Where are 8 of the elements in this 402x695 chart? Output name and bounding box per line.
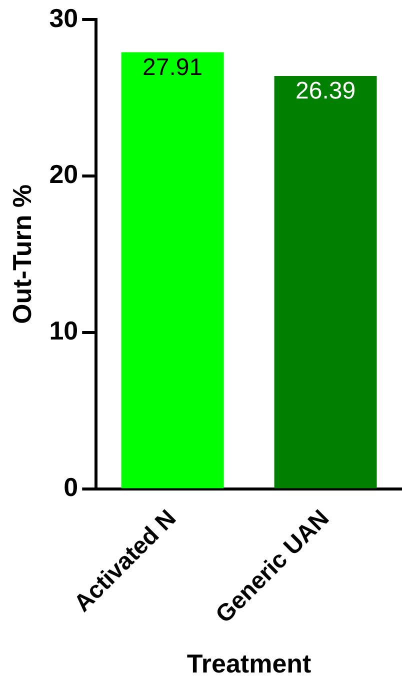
- data-label: 27.91: [142, 54, 203, 81]
- y-tick-label: 30: [49, 2, 78, 33]
- y-tick-label: 0: [64, 472, 78, 502]
- x-axis-title: Treatment: [186, 648, 312, 679]
- y-axis-title: Out-Turn %: [6, 184, 37, 324]
- y-tick-label: 20: [49, 159, 78, 190]
- data-label: 26.39: [296, 78, 356, 105]
- y-tick-label: 10: [49, 316, 78, 346]
